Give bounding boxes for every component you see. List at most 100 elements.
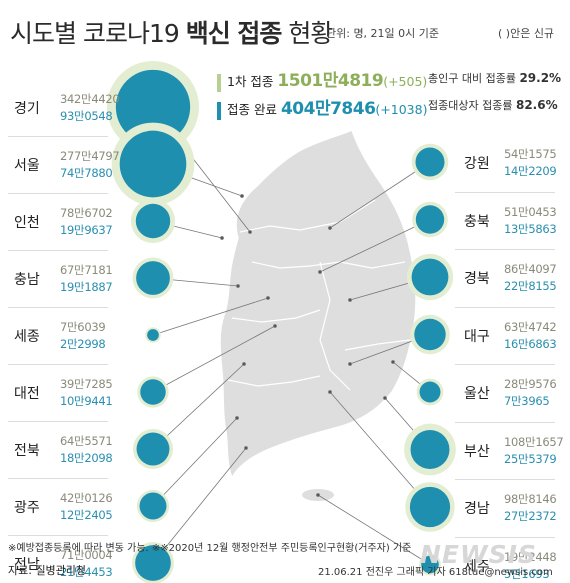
- bubble-complete-경남: [409, 486, 451, 528]
- region-complete-제주: 5만1693: [504, 566, 550, 581]
- bubble-complete-제주: [421, 555, 439, 574]
- footnote: ※예방접종등록에 따라 변동 가능. ※※2020년 12월 행정안전부 주민등…: [8, 543, 412, 554]
- region-separator: [455, 191, 555, 193]
- region-separator: [455, 306, 555, 308]
- credit: 21.06.21 전진우 그래픽 기자 618tue@newsis.com: [318, 567, 553, 578]
- region-name-강원: 강원: [464, 156, 490, 172]
- leader-dot-전남: [244, 446, 248, 450]
- ratio-population-value: 29.2%: [519, 71, 562, 85]
- region-first-강원: 54만1575: [504, 147, 557, 161]
- region-name-인천: 인천: [14, 215, 40, 231]
- region-complete-서울: 74만7880: [60, 166, 113, 180]
- region-first-울산: 28만9576: [504, 377, 557, 391]
- region-separator: [8, 421, 108, 422]
- new-count-note: ( )안은 신규: [498, 27, 555, 40]
- region-first-경남: 98만8146: [504, 492, 557, 506]
- leader-line-전남: [152, 447, 247, 564]
- ratio-target-label: 접종대상자 접종률: [428, 99, 513, 112]
- bubble-complete-경기: [115, 69, 191, 145]
- leader-dot-광주: [235, 416, 239, 420]
- region-separator: [8, 535, 108, 536]
- region-name-전남: 전남: [14, 557, 40, 573]
- region-name-충북: 충북: [464, 213, 490, 230]
- leader-dot-대구: [348, 362, 352, 366]
- region-separator: [455, 536, 555, 538]
- region-name-전북: 전북: [14, 443, 40, 459]
- bubble-complete-세종: [147, 329, 159, 341]
- region-name-세종: 세종: [14, 329, 40, 345]
- region-separator: [8, 193, 108, 194]
- bubble-complete-충남: [136, 261, 170, 295]
- leader-line-경남: [329, 391, 431, 508]
- region-first-제주: 19만2448: [504, 549, 557, 564]
- region-separator: [455, 479, 555, 480]
- newsis-logo: NEWSIS: [420, 540, 537, 569]
- complete-new: (+1038): [375, 102, 428, 117]
- leader-line-제주: [317, 494, 431, 565]
- region-first-충남: 67만7181: [60, 263, 113, 277]
- leader-line-전북: [152, 363, 245, 450]
- bubble-complete-대전: [140, 379, 166, 405]
- first-dose-total: 1차 접종 1501만4819(+505): [217, 66, 427, 92]
- region-first-경기: 342만4420: [60, 92, 120, 106]
- bubble-complete-전남: [135, 545, 171, 581]
- region-first-충북: 51만0453: [504, 204, 557, 219]
- region-complete-부산: 25만5379: [504, 451, 557, 466]
- region-complete-전북: 18만2098: [60, 451, 113, 465]
- leader-dot-경기: [248, 230, 252, 234]
- region-complete-강원: 14만2209: [504, 164, 557, 178]
- bubble-complete-강원: [415, 147, 445, 177]
- region-separator: [8, 364, 108, 365]
- leader-dot-강원: [328, 226, 332, 230]
- region-name-대전: 대전: [14, 386, 40, 402]
- region-first-경북: 86만4097: [504, 262, 557, 276]
- region-name-대구: 대구: [464, 328, 490, 345]
- region-complete-광주: 12만2405: [60, 508, 113, 522]
- region-separator: [8, 307, 108, 308]
- region-first-전북: 64만5571: [60, 434, 113, 448]
- mainland-shape: [219, 128, 417, 480]
- bubble-complete-충북: [415, 205, 445, 234]
- source: 자료: 질병관리청: [8, 564, 87, 577]
- leader-dot-세종: [266, 296, 270, 300]
- region-name-부산: 부산: [464, 443, 490, 460]
- region-complete-대구: 16만6863: [504, 336, 557, 351]
- region-complete-경남: 27만2372: [504, 509, 557, 523]
- ratio-population-label: 총인구 대비 접종률: [428, 72, 516, 85]
- province-borders: [227, 199, 411, 391]
- leader-dot-울산: [391, 360, 395, 364]
- region-name-광주: 광주: [14, 500, 40, 516]
- region-separator: [8, 478, 108, 479]
- region-complete-울산: 7만3965: [504, 394, 550, 408]
- bubble-complete-울산: [419, 381, 441, 403]
- region-separator: [8, 136, 108, 137]
- leader-line-강원: [329, 161, 431, 229]
- first-dose-label: 1차 접종: [227, 74, 274, 89]
- region-first-전남: 71만0004: [60, 548, 113, 562]
- region-complete-경기: 93만0548: [60, 109, 113, 123]
- region-first-대전: 39만7285: [60, 377, 113, 391]
- bubble-complete-광주: [139, 492, 167, 520]
- region-first-부산: 108만1657: [504, 434, 564, 449]
- leader-line-충북: [319, 219, 431, 273]
- complete-swatch: [217, 101, 221, 120]
- leader-dot-전북: [242, 362, 246, 366]
- region-separator: [8, 250, 108, 251]
- region-name-경남: 경남: [464, 501, 490, 517]
- region-first-광주: 42만0126: [60, 491, 113, 505]
- region-name-서울: 서울: [14, 158, 40, 174]
- leader-dot-제주: [316, 493, 320, 497]
- region-complete-전남: 21만4453: [60, 565, 113, 579]
- region-name-충남: 충남: [14, 272, 40, 288]
- first-dose-swatch: [217, 73, 221, 92]
- leader-dot-대전: [273, 324, 277, 328]
- region-complete-세종: 2만2998: [60, 337, 106, 351]
- leader-dot-경남: [328, 390, 332, 394]
- region-name-경기: 경기: [14, 101, 40, 117]
- ratio-target-value: 82.6%: [515, 98, 558, 112]
- leader-dot-서울: [240, 194, 244, 198]
- bubble-complete-전북: [136, 432, 170, 466]
- complete-total: 접종 완료 404만7846(+1038): [217, 94, 427, 120]
- unit-note: 단위: 명, 21일 0시 기준: [326, 27, 440, 40]
